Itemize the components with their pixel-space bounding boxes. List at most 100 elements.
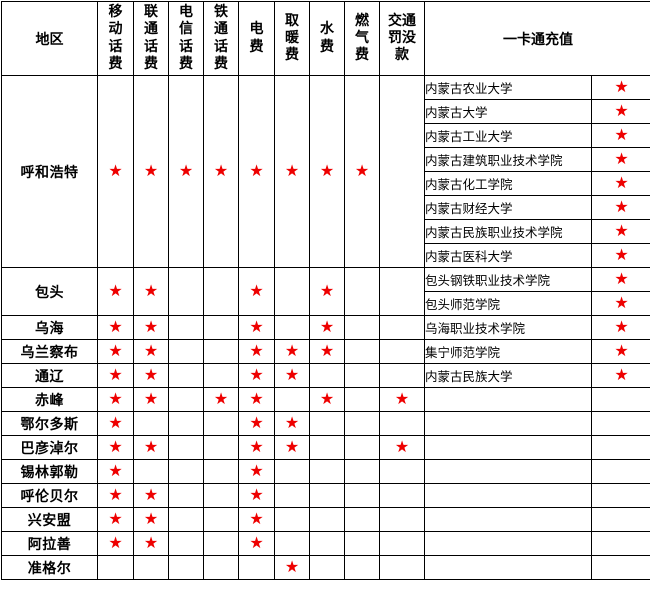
service-star-cell: [379, 75, 425, 268]
card-item-star-cell: ★: [591, 195, 650, 220]
service-star-cell: ★: [97, 435, 134, 460]
star-icon: ★: [284, 437, 300, 456]
service-star-cell: ★: [379, 435, 425, 460]
service-star-cell: [379, 555, 425, 580]
service-star-cell: [133, 459, 169, 484]
service-star-cell: [379, 267, 425, 316]
table-header: 地区 移动话费 联通话费 电信话费 铁通话费 电费 取暖费 水费 燃气费: [1, 1, 650, 76]
service-star-cell: ★: [97, 363, 134, 388]
card-item-name-cell: 乌海职业技术学院: [424, 315, 592, 340]
table-row: 包头 ★ ★ ★ ★ 包头钢铁职业技术学院 ★: [1, 267, 650, 316]
star-icon: ★: [108, 389, 123, 408]
service-column-header-telecom: 电信话费: [168, 1, 204, 76]
service-star-cell: ★: [203, 387, 239, 412]
table-row: 准格尔 ★: [1, 555, 650, 580]
star-icon: ★: [614, 365, 629, 384]
service-star-cell: [168, 411, 204, 436]
card-item-name-cell: [424, 459, 592, 484]
card-item-name-cell: [424, 387, 592, 412]
star-icon: ★: [143, 437, 159, 456]
service-star-cell: [379, 483, 425, 508]
service-star-cell: [274, 483, 310, 508]
star-icon: ★: [614, 197, 629, 216]
star-icon: ★: [249, 533, 264, 552]
service-star-cell: ★: [274, 75, 310, 268]
card-item-star-cell: [591, 507, 650, 532]
service-star-cell: [168, 339, 204, 364]
service-column-header-water: 水费: [309, 1, 345, 76]
service-star-cell: ★: [238, 411, 275, 436]
service-star-cell: ★: [133, 363, 169, 388]
service-star-cell: [168, 387, 204, 412]
service-star-cell: ★: [238, 459, 275, 484]
table-row: 阿拉善 ★ ★ ★: [1, 531, 650, 556]
service-star-cell: ★: [133, 315, 169, 340]
card-item-name-cell: [424, 483, 592, 508]
region-cell: 呼和浩特: [1, 75, 98, 268]
region-cell: 乌兰察布: [1, 339, 98, 364]
card-item-name-cell: 内蒙古财经大学: [424, 195, 592, 220]
service-column-label: 水费: [319, 21, 334, 55]
star-icon: ★: [143, 281, 159, 300]
table-row: 乌兰察布 ★ ★ ★ ★ ★ 集宁师范学院 ★: [1, 339, 650, 364]
star-icon: ★: [319, 161, 335, 180]
service-star-cell: [309, 435, 345, 460]
star-icon: ★: [249, 161, 264, 180]
service-star-cell: [309, 507, 345, 532]
region-cell: 乌海: [1, 315, 98, 340]
table-row: 内蒙古建筑职业技术学院 ★: [2, 147, 650, 172]
card-item-star-cell: [591, 411, 650, 436]
star-icon: ★: [108, 533, 123, 552]
table-row: 锡林郭勒 ★ ★: [1, 459, 650, 484]
star-icon: ★: [249, 509, 264, 528]
star-icon: ★: [249, 485, 264, 504]
service-star-cell: ★: [238, 339, 275, 364]
service-star-cell: [168, 459, 204, 484]
service-star-cell: ★: [133, 531, 169, 556]
card-item-star-cell: ★: [591, 147, 650, 172]
table-row: 包头师范学院 ★: [2, 291, 650, 316]
service-star-cell: ★: [238, 267, 275, 316]
service-star-cell: ★: [238, 507, 275, 532]
star-icon: ★: [284, 557, 300, 576]
header-row: 地区 移动话费 联通话费 电信话费 铁通话费 电费 取暖费 水费 燃气费: [1, 1, 650, 76]
service-column-label: 联通话费: [143, 4, 158, 72]
service-star-cell: ★: [97, 507, 134, 532]
star-icon: ★: [143, 317, 159, 336]
service-column-header-gas: 燃气费: [344, 1, 380, 76]
table-row: 兴安盟 ★ ★ ★: [1, 507, 650, 532]
service-star-cell: [238, 555, 275, 580]
star-icon: ★: [108, 485, 123, 504]
service-star-cell: ★: [274, 363, 310, 388]
service-star-cell: ★: [97, 267, 134, 316]
service-star-cell: ★: [97, 387, 134, 412]
service-star-cell: [168, 363, 204, 388]
star-icon: ★: [614, 173, 629, 192]
star-icon: ★: [354, 161, 370, 180]
service-star-cell: [274, 315, 310, 340]
service-star-cell: [168, 435, 204, 460]
service-star-cell: [344, 459, 380, 484]
region-cell: 兴安盟: [1, 507, 98, 532]
card-item-star-cell: ★: [591, 123, 650, 148]
star-icon: ★: [614, 269, 629, 288]
service-column-label: 铁通话费: [213, 4, 228, 72]
service-star-cell: ★: [97, 459, 134, 484]
table-body: 呼和浩特 ★ ★ ★ ★ ★ ★ ★ ★ 内蒙古农业大学 ★ 内蒙古大学 ★ 内蒙古工业大学 ★ 内蒙古建筑职…: [1, 75, 650, 580]
service-star-cell: ★: [97, 411, 134, 436]
card-item-name-cell: 内蒙古医科大学: [424, 243, 592, 268]
service-star-cell: [203, 411, 239, 436]
star-icon: ★: [213, 389, 229, 408]
service-star-cell: ★: [97, 339, 134, 364]
region-cell: 鄂尔多斯: [1, 411, 98, 436]
service-star-cell: [203, 507, 239, 532]
service-star-cell: ★: [238, 75, 275, 268]
table-row: 内蒙古民族职业技术学院 ★: [2, 219, 650, 244]
service-star-cell: [344, 387, 380, 412]
service-star-cell: [97, 555, 134, 580]
card-item-name-cell: [424, 411, 592, 436]
service-star-cell: ★: [133, 267, 169, 316]
star-icon: ★: [249, 281, 264, 300]
card-item-name-cell: 内蒙古大学: [424, 99, 592, 124]
service-star-cell: ★: [238, 363, 275, 388]
